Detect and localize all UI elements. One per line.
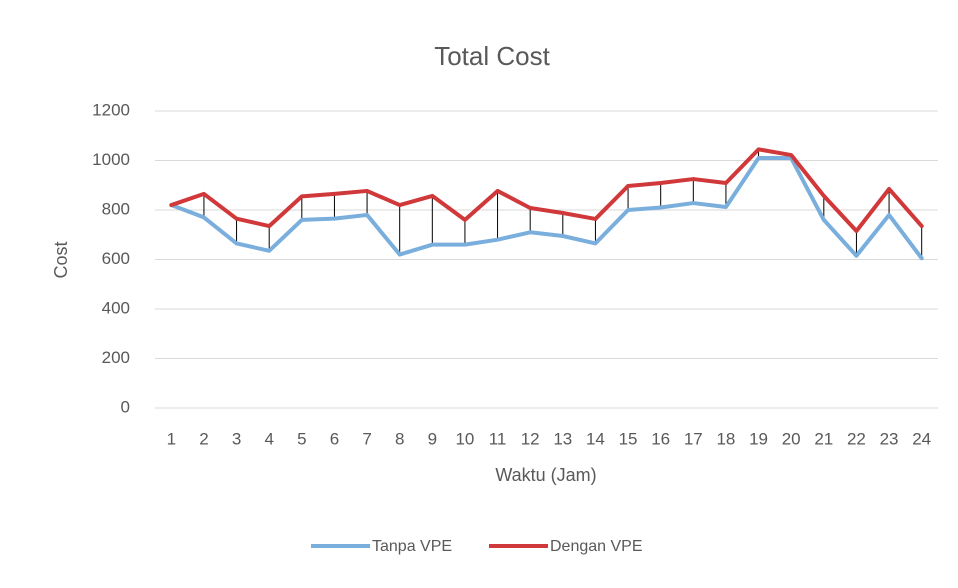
- x-tick-label: 17: [684, 429, 703, 448]
- y-tick-label: 0: [121, 397, 130, 416]
- x-tick-label: 3: [232, 429, 241, 448]
- x-tick-label: 12: [521, 429, 540, 448]
- x-tick-label: 10: [455, 429, 474, 448]
- x-tick-label: 23: [880, 429, 899, 448]
- legend-label: Dengan VPE: [550, 538, 643, 555]
- y-tick-label: 1200: [92, 100, 130, 119]
- x-tick-label: 6: [330, 429, 339, 448]
- x-tick-label: 15: [619, 429, 638, 448]
- legend-label: Tanpa VPE: [372, 538, 452, 555]
- x-tick-label: 16: [651, 429, 670, 448]
- y-tick-label: 400: [102, 298, 130, 317]
- x-tick-label: 24: [912, 429, 931, 448]
- x-tick-label: 8: [395, 429, 404, 448]
- x-tick-label: 14: [586, 429, 605, 448]
- y-tick-label: 200: [102, 348, 130, 367]
- y-tick-label: 600: [102, 249, 130, 268]
- x-tick-label: 21: [814, 429, 833, 448]
- x-tick-label: 5: [297, 429, 306, 448]
- x-axis-label: Waktu (Jam): [495, 465, 596, 485]
- chart-title: Total Cost: [434, 41, 550, 71]
- x-tick-label: 7: [362, 429, 371, 448]
- x-tick-label: 22: [847, 429, 866, 448]
- x-tick-label: 18: [716, 429, 735, 448]
- x-tick-label: 4: [264, 429, 273, 448]
- y-tick-label: 1000: [92, 150, 130, 169]
- x-tick-label: 1: [167, 429, 176, 448]
- chart: Total Cost Waktu (Jam) Cost 0 200 400 600 80…: [0, 0, 958, 583]
- x-tick-label: 2: [199, 429, 208, 448]
- x-tick-label: 20: [782, 429, 801, 448]
- x-tick-label: 11: [489, 429, 507, 448]
- x-tick-label: 19: [749, 429, 768, 448]
- y-axis-label: Cost: [51, 241, 71, 278]
- y-tick-label: 800: [102, 199, 130, 218]
- x-tick-label: 9: [428, 429, 437, 448]
- background: [0, 0, 958, 583]
- x-tick-label: 13: [553, 429, 572, 448]
